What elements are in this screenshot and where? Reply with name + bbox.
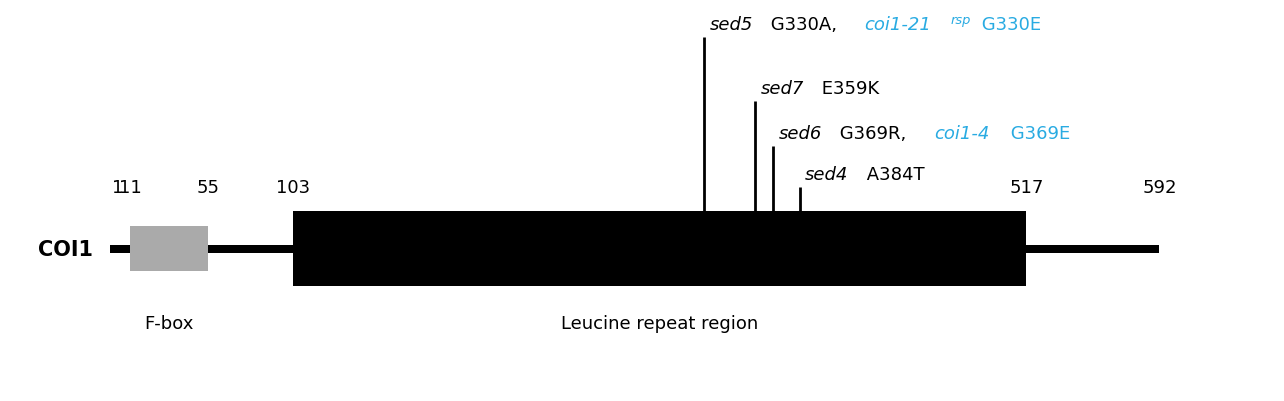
Text: Leucine repeat region: Leucine repeat region bbox=[561, 314, 759, 332]
Text: G369R,: G369R, bbox=[835, 125, 912, 142]
Text: coi1-4: coi1-4 bbox=[933, 125, 990, 142]
Text: rsp: rsp bbox=[950, 14, 971, 26]
Text: A384T: A384T bbox=[860, 166, 924, 184]
Bar bbox=[110, 245, 1159, 253]
Text: sed7: sed7 bbox=[760, 80, 804, 98]
Text: 517: 517 bbox=[1009, 179, 1044, 197]
Text: E359K: E359K bbox=[817, 80, 880, 98]
Text: 55: 55 bbox=[196, 179, 220, 197]
Bar bbox=[293, 212, 1026, 287]
Text: 592: 592 bbox=[1141, 179, 1176, 197]
Text: coi1-21: coi1-21 bbox=[864, 16, 931, 34]
Text: COI1: COI1 bbox=[37, 239, 92, 259]
Text: sed5: sed5 bbox=[709, 16, 752, 34]
Text: 103: 103 bbox=[276, 179, 309, 197]
Text: sed4: sed4 bbox=[805, 166, 849, 184]
Text: sed6: sed6 bbox=[778, 125, 822, 142]
Text: 1: 1 bbox=[112, 179, 123, 197]
Text: 11: 11 bbox=[118, 179, 141, 197]
Text: G330E: G330E bbox=[976, 16, 1041, 34]
Bar bbox=[130, 227, 208, 271]
Text: G369E: G369E bbox=[1005, 125, 1071, 142]
Text: G330A,: G330A, bbox=[765, 16, 842, 34]
Text: F-box: F-box bbox=[144, 314, 194, 332]
